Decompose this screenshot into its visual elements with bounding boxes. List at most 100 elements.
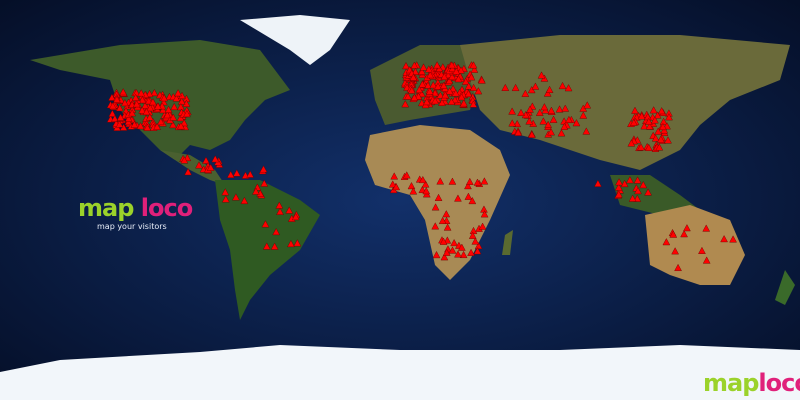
visitor-marker: [259, 165, 268, 173]
visitor-marker: [221, 188, 230, 196]
visitor-marker: [404, 92, 412, 100]
southeast-asia: [610, 175, 700, 215]
visitor-marker: [240, 196, 249, 205]
central-america: [160, 150, 225, 185]
visitor-marker: [549, 115, 558, 123]
visitor-marker: [438, 216, 447, 224]
maploco-logo[interactable]: map loco: [78, 194, 193, 222]
visitor-marker: [154, 102, 162, 110]
logo-text-map: map: [78, 194, 134, 222]
visitor-marker: [664, 136, 672, 144]
visitor-marker: [276, 207, 284, 215]
visitor-marker: [637, 112, 646, 120]
visitor-marker: [448, 177, 457, 185]
visitor-marker: [526, 105, 534, 113]
visitor-marker: [159, 106, 167, 114]
visitor-marker: [634, 186, 642, 195]
antarctica: [0, 345, 800, 400]
visitor-marker: [440, 72, 449, 81]
visitor-marker: [640, 122, 649, 130]
visitor-marker: [665, 113, 673, 121]
visitor-marker: [211, 155, 220, 163]
visitor-marker: [644, 117, 653, 125]
visitor-marker: [130, 120, 139, 128]
visitor-marker: [473, 178, 482, 186]
visitor-marker: [454, 250, 462, 258]
visitor-marker: [459, 99, 468, 107]
corner-logo-text-map: map: [703, 369, 759, 397]
visitor-marker: [422, 97, 431, 106]
visitor-marker: [143, 123, 152, 131]
visitor-marker: [669, 230, 678, 238]
visitor-marker: [558, 81, 567, 90]
visitor-marker: [435, 64, 444, 72]
visitor-marker: [131, 93, 140, 101]
visitor-marker: [441, 91, 450, 99]
visitor-marker: [627, 139, 636, 147]
visitor-marker: [633, 194, 642, 202]
visitor-marker: [464, 182, 472, 190]
visitor-marker: [513, 119, 521, 128]
corner-logo-text-loco: loco: [758, 369, 800, 397]
visitor-marker: [521, 89, 530, 97]
visitor-marker: [177, 122, 185, 130]
visitor-marker: [270, 242, 279, 250]
visitor-marker: [720, 235, 728, 243]
visitor-marker: [275, 201, 284, 209]
visitor-marker: [156, 117, 165, 126]
visitor-marker: [702, 224, 711, 232]
visitor-marker: [457, 66, 465, 74]
visitor-marker: [653, 111, 662, 119]
visitor-marker: [410, 93, 419, 101]
australia: [645, 205, 745, 285]
visitor-marker: [469, 100, 478, 108]
visitor-marker: [111, 114, 119, 122]
visitor-marker: [454, 75, 463, 83]
visitor-marker: [163, 111, 172, 119]
visitor-marker: [137, 89, 146, 97]
visitor-marker: [537, 71, 546, 79]
greenland: [240, 15, 350, 65]
visitor-marker: [425, 87, 434, 95]
visitor-marker: [525, 117, 534, 125]
visitor-marker: [436, 91, 445, 99]
visitor-marker: [448, 64, 457, 73]
visitor-marker: [452, 67, 461, 75]
visitor-marker: [439, 237, 448, 245]
visitor-marker: [424, 81, 432, 89]
visitor-marker: [468, 231, 477, 239]
visitor-marker: [517, 108, 525, 116]
visitor-marker: [432, 251, 441, 259]
visitor-marker: [501, 83, 510, 91]
visitor-marker: [662, 238, 671, 246]
visitor-marker: [136, 122, 145, 130]
visitor-marker: [649, 106, 658, 114]
visitor-marker: [508, 119, 517, 127]
visitor-marker: [260, 179, 269, 187]
visitor-marker: [146, 104, 155, 112]
visitor-marker: [149, 98, 157, 106]
visitor-marker: [633, 176, 642, 184]
visitor-marker: [252, 187, 260, 195]
visitor-marker: [113, 95, 121, 103]
new-zealand: [775, 270, 795, 305]
visitor-marker: [468, 196, 477, 205]
visitor-marker: [409, 73, 418, 81]
visitor-marker: [620, 179, 629, 188]
visitor-marker: [426, 71, 435, 79]
visitor-marker: [539, 117, 548, 125]
visitor-marker: [544, 120, 552, 128]
south-america: [215, 180, 320, 320]
asia: [460, 35, 790, 170]
visitor-marker: [480, 177, 489, 185]
logo-tagline: map your visitors: [97, 222, 167, 231]
visitor-marker: [464, 192, 473, 200]
visitor-marker: [629, 118, 638, 126]
visitor-marker: [434, 82, 442, 90]
visitor-marker: [473, 247, 482, 255]
visitor-marker: [651, 116, 659, 124]
visitor-marker: [655, 143, 664, 151]
visitor-marker: [402, 62, 410, 70]
visitor-marker: [445, 87, 454, 95]
